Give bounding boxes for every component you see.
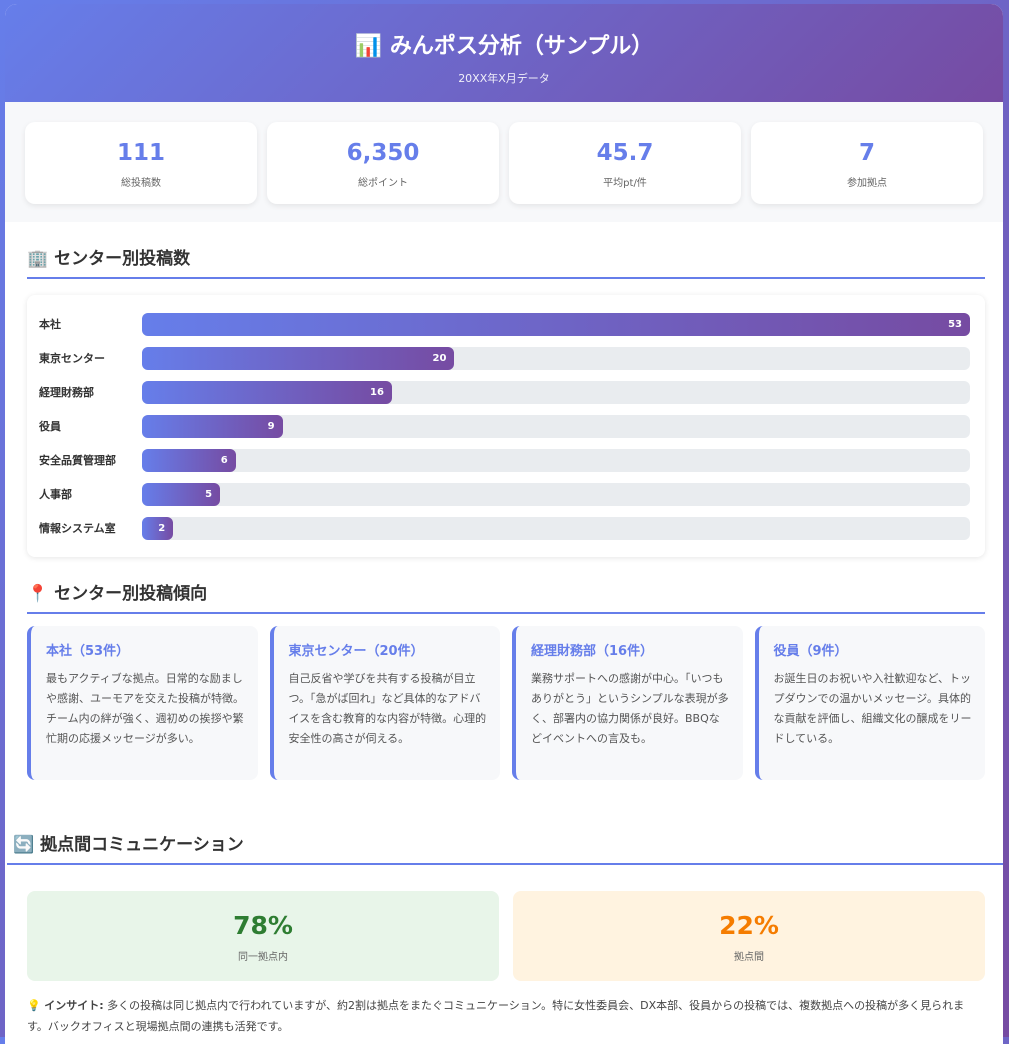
trend-card: 東京センター（20件） 自己反省や学びを共有する投稿が目立つ。「急がば回れ」など具… (269, 626, 500, 780)
stat-label: 参加拠点 (847, 178, 887, 189)
bar-track: 9 (142, 414, 970, 438)
trend-card: 経理財務部（16件） 業務サポートへの感謝が中心。「いつもありがとう」というシンプ… (512, 626, 743, 780)
trend-cards: 本社（53件） 最もアクティブな拠点。日常的な励ましや感謝、ユーモアを交えた投稿が… (27, 626, 985, 780)
title-text: みんポス分析（サンプル） (389, 34, 654, 59)
card-title: 東京センター（20件） (288, 644, 424, 659)
bar-row: 安全品質管理部 6 (39, 443, 970, 477)
stat-value: 78% (233, 911, 293, 940)
stat-total-points: 6,350 総ポイント (267, 122, 499, 204)
cross-location-stat: 22% 拠点間 (513, 891, 985, 981)
section-title: 🔄 拠点間コミュニケーション (7, 780, 1003, 865)
page-title: 📊 みんポス分析（サンプル） (5, 28, 1003, 60)
stat-label: 総ポイント (358, 178, 408, 189)
card-title: 本社（53件） (46, 644, 130, 659)
bar-chart-icon: 📊 (354, 34, 383, 59)
stat-total-posts: 111 総投稿数 (25, 122, 257, 204)
bar-track: 20 (142, 346, 970, 370)
bar-row: 役員 9 (39, 409, 970, 443)
trend-card: 役員（9件） お誕生日のお祝いや入社歓迎など、トップダウンでの温かいメッセージ。具… (754, 626, 985, 780)
insight-text: 💡 インサイト: 多くの投稿は同じ拠点内で行われていますが、約2割は拠点をまたぐ… (27, 995, 985, 1037)
stat-label: 平均pt/件 (603, 178, 647, 189)
section-title-text: センター別投稿数 (54, 249, 191, 269)
bar: 20 (142, 346, 455, 370)
bar-row: 東京センター 20 (39, 341, 970, 375)
stat-label: 拠点間 (734, 952, 764, 963)
section-title: 📍 センター別投稿傾向 (27, 557, 985, 614)
bar-row: 経理財務部 16 (39, 375, 970, 409)
lightbulb-icon: 💡 (27, 999, 41, 1012)
bar: 6 (142, 448, 236, 472)
office-building-icon: 🏢 (27, 249, 49, 269)
bar-track: 16 (142, 380, 970, 404)
trend-section: 📍 センター別投稿傾向 本社（53件） 最もアクティブな拠点。日常的な励ましや感謝… (5, 557, 1003, 780)
card-title: 経理財務部（16件） (531, 644, 654, 659)
stat-value: 45.7 (596, 140, 654, 166)
report-page: 📊 みんポス分析（サンプル） 20XX年X月データ 111 総投稿数 6,350 総… (5, 4, 1003, 1044)
pin-icon: 📍 (27, 584, 49, 604)
bar-chart: 本社 53 東京センター 20 経理財務部 16 役員 9 安全品質管理部 6 人事部 5 情報システム… (27, 295, 985, 557)
bar-label: 安全品質管理部 (39, 454, 116, 467)
stat-locations: 7 参加拠点 (751, 122, 983, 204)
bar: 16 (142, 380, 392, 404)
bar-label: 情報システム室 (39, 522, 116, 535)
trend-card: 本社（53件） 最もアクティブな拠点。日常的な励ましや感謝、ユーモアを交えた投稿が… (27, 626, 258, 780)
card-title: 役員（9件） (773, 644, 848, 659)
communication-stats: 78% 同一拠点内 22% 拠点間 (27, 891, 985, 981)
stat-label: 同一拠点内 (238, 952, 288, 963)
bar-row: 人事部 5 (39, 477, 970, 511)
posts-section: 🏢 センター別投稿数 本社 53 東京センター 20 経理財務部 16 役員 9 安全品質管理部… (5, 222, 1003, 557)
header: 📊 みんポス分析（サンプル） 20XX年X月データ (5, 4, 1003, 102)
stat-value: 6,350 (346, 140, 420, 166)
stat-value: 111 (116, 140, 165, 166)
bar-row: 情報システム室 2 (39, 511, 970, 545)
bar: 5 (142, 482, 221, 506)
bar: 53 (142, 312, 970, 336)
bar-track: 2 (142, 516, 970, 540)
bar: 9 (142, 414, 283, 438)
communication-section: 🔄 拠点間コミュニケーション 78% 同一拠点内 22% 拠点間 💡 インサイト: … (5, 780, 1003, 1037)
bar-track: 5 (142, 482, 970, 506)
stat-value: 7 (858, 140, 875, 166)
subtitle: 20XX年X月データ (458, 72, 550, 85)
stat-average: 45.7 平均pt/件 (509, 122, 741, 204)
insight-body: 多くの投稿は同じ拠点内で行われていますが、約2割は拠点をまたぐコミュニケーション… (27, 999, 965, 1033)
bar-track: 6 (142, 448, 970, 472)
card-text: 自己反省や学びを共有する投稿が目立つ。「急がば回れ」など具体的なアドバイスを含む… (288, 672, 487, 745)
bar-label: 本社 (39, 318, 61, 331)
insight-label: インサイト: (44, 999, 104, 1012)
card-text: 最もアクティブな拠点。日常的な励ましや感謝、ユーモアを交えた投稿が特徴。チーム内… (46, 672, 244, 745)
stat-label: 総投稿数 (121, 178, 161, 189)
bar-label: 人事部 (39, 488, 72, 501)
section-title-text: センター別投稿傾向 (54, 584, 208, 604)
stats-row: 111 総投稿数 6,350 総ポイント 45.7 平均pt/件 7 参加拠点 (5, 102, 1003, 222)
stat-value: 22% (719, 911, 779, 940)
bar-label: 東京センター (39, 352, 105, 365)
bar-row: 本社 53 (39, 307, 970, 341)
same-location-stat: 78% 同一拠点内 (27, 891, 499, 981)
bar: 2 (142, 516, 174, 540)
section-title-text: 拠点間コミュニケーション (40, 835, 244, 855)
section-title: 🏢 センター別投稿数 (27, 222, 985, 279)
card-text: お誕生日のお祝いや入社歓迎など、トップダウンでの温かいメッセージ。具体的な貢献を… (773, 672, 972, 745)
refresh-icon: 🔄 (13, 835, 35, 855)
bar-label: 経理財務部 (39, 386, 94, 399)
card-text: 業務サポートへの感謝が中心。「いつもありがとう」というシンプルな表現が多く、部署… (531, 672, 729, 745)
bar-track: 53 (142, 312, 970, 336)
bar-label: 役員 (39, 420, 61, 433)
